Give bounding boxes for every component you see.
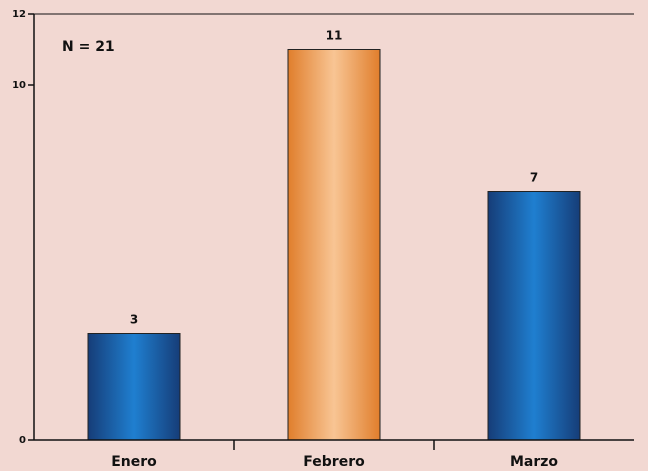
- y-tick-label: 10: [12, 80, 26, 91]
- bars-group: 3 11 7: [87, 29, 581, 441]
- bar-value-label: 3: [130, 313, 138, 327]
- y-tick-label: 12: [12, 9, 26, 20]
- y-ticks-group: 0 10 12: [12, 9, 34, 446]
- x-category-label: Marzo: [510, 454, 558, 470]
- x-category-label: Enero: [111, 454, 157, 470]
- x-ticks-group: Enero Febrero Marzo: [111, 440, 558, 470]
- bar-marzo: [487, 191, 581, 441]
- bar-value-label: 11: [326, 29, 343, 43]
- y-tick-label: 0: [19, 435, 26, 446]
- bar-febrero: [287, 49, 381, 441]
- sample-size-annotation: N = 21: [62, 39, 115, 55]
- x-category-label: Febrero: [303, 454, 365, 470]
- bar-enero: [87, 333, 181, 441]
- bar-value-label: 7: [530, 171, 538, 185]
